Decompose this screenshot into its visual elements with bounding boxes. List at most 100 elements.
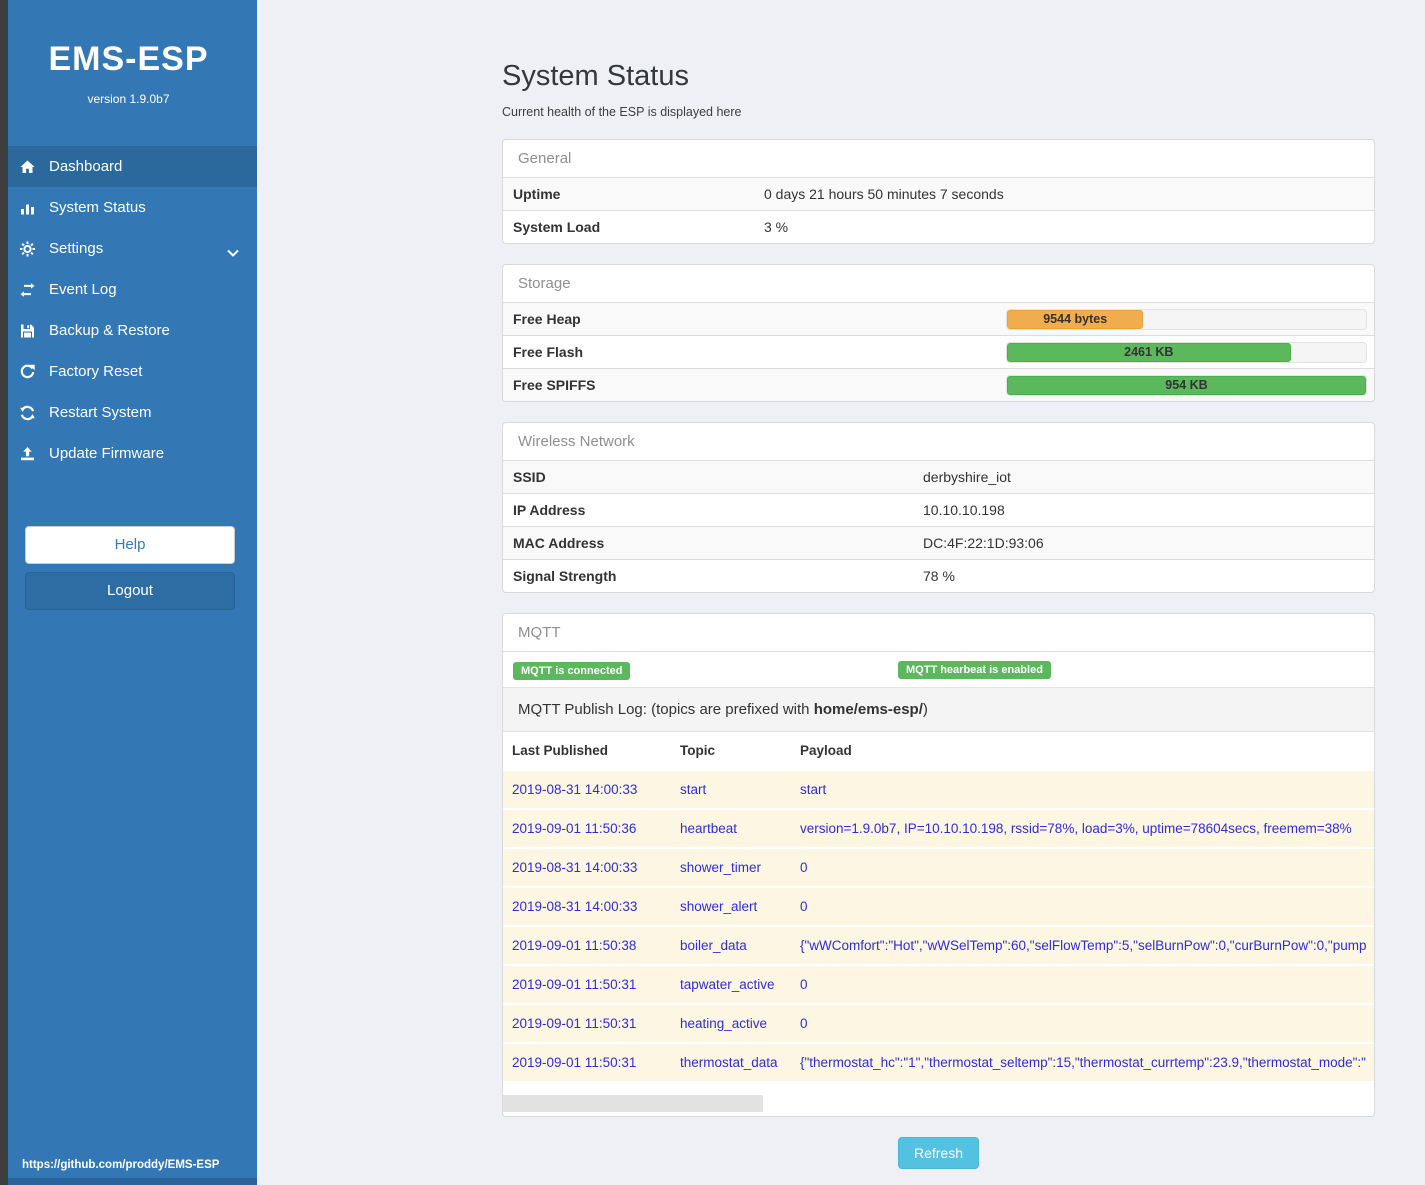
sidebar-item-system-status[interactable]: System Status	[0, 187, 257, 228]
log-payload: version=1.9.0b7, IP=10.10.10.198, rssid=…	[800, 821, 1352, 836]
mqtt-card: MQTT MQTT is connected MQTT hearbeat is …	[502, 613, 1375, 1117]
sidebar-item-label: Restart System	[49, 404, 152, 421]
log-topic: shower_timer	[680, 860, 762, 875]
free-spiffs-bar: 954 KB	[1007, 375, 1366, 395]
log-payload: {"thermostat_hc":"1","thermostat_seltemp…	[800, 1055, 1366, 1070]
log-topic: heartbeat	[680, 821, 738, 836]
mqtt-card-header: MQTT	[503, 614, 1374, 652]
log-row: 2019-09-01 11:50:31 thermostat_data {"th…	[503, 1043, 1374, 1081]
free-spiffs-label: Free SPIFFS	[513, 377, 596, 393]
log-timestamp: 2019-08-31 14:00:33	[512, 860, 638, 875]
free-heap-row: Free Heap 9544 bytes	[503, 303, 1374, 335]
signal-strength-value: 78 %	[923, 568, 955, 584]
chevron-down-icon	[227, 244, 239, 261]
ssid-label: SSID	[513, 469, 546, 485]
sidebar-nav: Dashboard System Status Settings Event L…	[0, 146, 257, 474]
log-payload: {"wWComfort":"Hot","wWSelTemp":60,"selFl…	[800, 938, 1367, 953]
sidebar-item-label: Event Log	[49, 281, 117, 298]
sidebar-item-label: System Status	[49, 199, 146, 216]
storage-card-header: Storage	[503, 265, 1374, 303]
log-payload: 0	[800, 860, 808, 875]
free-flash-row: Free Flash 2461 KB	[503, 335, 1374, 368]
log-timestamp: 2019-09-01 11:50:31	[512, 1016, 637, 1031]
log-topic: tapwater_active	[680, 977, 775, 992]
mac-address-value: DC:4F:22:1D:93:06	[923, 535, 1044, 551]
log-topic: thermostat_data	[680, 1055, 778, 1070]
uptime-row: Uptime 0 days 21 hours 50 minutes 7 seco…	[503, 178, 1374, 210]
ip-address-label: IP Address	[513, 502, 586, 518]
page-title: System Status	[502, 60, 689, 92]
exchange-icon	[17, 282, 37, 298]
ip-address-row: IP Address 10.10.10.198	[503, 493, 1374, 526]
sidebar-item-label: Dashboard	[49, 158, 123, 175]
log-topic: start	[680, 782, 707, 797]
general-card: General Uptime 0 days 21 hours 50 minute…	[502, 139, 1375, 244]
log-row: 2019-08-31 14:00:33 shower_alert 0	[503, 887, 1374, 926]
github-link[interactable]: https://github.com/proddy/EMS-ESP	[22, 1159, 220, 1171]
system-load-label: System Load	[513, 219, 601, 235]
free-heap-label: Free Heap	[513, 311, 581, 327]
sidebar-buttons: Help Logout	[25, 526, 235, 610]
log-payload: 0	[800, 899, 808, 914]
horizontal-scrollbar-track[interactable]	[503, 1095, 1374, 1112]
log-row: 2019-08-31 14:00:33 start start	[503, 770, 1374, 809]
mqtt-publish-log-title: MQTT Publish Log: (topics are prefixed w…	[503, 687, 1374, 732]
main-content: System Status Current health of the ESP …	[502, 0, 1375, 1169]
log-timestamp: 2019-08-31 14:00:33	[512, 782, 638, 797]
signal-strength-label: Signal Strength	[513, 568, 617, 584]
app-title: EMS-ESP	[48, 40, 209, 78]
app-version: version 1.9.0b7	[87, 92, 170, 106]
horizontal-scrollbar-thumb[interactable]	[503, 1095, 763, 1112]
free-spiffs-row: Free SPIFFS 954 KB	[503, 368, 1374, 401]
sidebar-item-factory-reset[interactable]: Factory Reset	[0, 351, 257, 392]
system-status-icon	[17, 200, 37, 216]
system-load-row: System Load 3 %	[503, 210, 1374, 243]
log-timestamp: 2019-09-01 11:50:31	[512, 977, 637, 992]
page-subtitle: Current health of the ESP is displayed h…	[502, 105, 742, 119]
log-payload: start	[800, 782, 827, 797]
log-payload: 0	[800, 977, 808, 992]
undo-icon	[17, 364, 37, 380]
wireless-card-header: Wireless Network	[503, 423, 1374, 461]
sidebar-item-settings[interactable]: Settings	[0, 228, 257, 269]
publish-log-suffix: )	[922, 701, 928, 718]
sidebar-item-update-firmware[interactable]: Update Firmware	[0, 433, 257, 474]
log-topic: boiler_data	[680, 938, 747, 953]
mqtt-heartbeat-badge: MQTT hearbeat is enabled	[898, 661, 1051, 679]
log-timestamp: 2019-09-01 11:50:38	[512, 938, 637, 953]
home-icon	[17, 159, 37, 175]
refresh-button[interactable]: Refresh	[897, 1137, 980, 1169]
mac-address-row: MAC Address DC:4F:22:1D:93:06	[503, 526, 1374, 559]
publish-log-topic-prefix: home/ems-esp/	[813, 701, 923, 718]
help-button[interactable]: Help	[25, 526, 235, 564]
general-card-header: General	[503, 140, 1374, 178]
log-timestamp: 2019-09-01 11:50:36	[512, 821, 637, 836]
log-timestamp: 2019-09-01 11:50:31	[512, 1055, 637, 1070]
free-flash-label: Free Flash	[513, 344, 584, 360]
publish-log-prefix: MQTT Publish Log: (topics are prefixed w…	[518, 701, 814, 718]
save-icon	[17, 323, 37, 339]
sidebar-item-label: Backup & Restore	[49, 322, 170, 339]
sidebar: EMS-ESP version 1.9.0b7 Dashboard System…	[0, 0, 257, 1185]
sidebar-item-event-log[interactable]: Event Log	[0, 269, 257, 310]
column-payload: Payload	[791, 732, 1374, 771]
gear-icon	[17, 241, 37, 257]
sidebar-item-dashboard[interactable]: Dashboard	[0, 146, 257, 187]
log-payload: 0	[800, 1016, 808, 1031]
sidebar-item-restart-system[interactable]: Restart System	[0, 392, 257, 433]
logout-button[interactable]: Logout	[25, 572, 235, 610]
mqtt-connected-badge: MQTT is connected	[513, 662, 631, 680]
storage-card: Storage Free Heap 9544 bytes Free Flash …	[502, 264, 1375, 402]
sidebar-item-label: Settings	[49, 240, 104, 257]
log-topic: shower_alert	[680, 899, 758, 914]
log-row: 2019-08-31 14:00:33 shower_timer 0	[503, 848, 1374, 887]
sidebar-item-backup-restore[interactable]: Backup & Restore	[0, 310, 257, 351]
log-timestamp: 2019-08-31 14:00:33	[512, 899, 638, 914]
wireless-card: Wireless Network SSID derbyshire_iot IP …	[502, 422, 1375, 593]
sidebar-item-label: Update Firmware	[49, 445, 165, 462]
mqtt-log-table: Last Published Topic Payload 2019-08-31 …	[503, 732, 1374, 1081]
ssid-row: SSID derbyshire_iot	[503, 461, 1374, 493]
column-topic: Topic	[671, 732, 791, 771]
log-row: 2019-09-01 11:50:31 heating_active 0	[503, 1004, 1374, 1043]
uptime-value: 0 days 21 hours 50 minutes 7 seconds	[764, 186, 1004, 202]
